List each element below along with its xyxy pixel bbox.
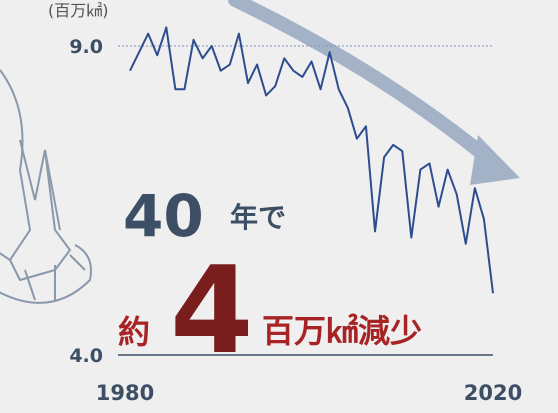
trend-arrow xyxy=(228,0,497,167)
iceberg xyxy=(0,69,92,304)
y-tick-label: 4.0 xyxy=(69,345,103,367)
trend-arrowhead xyxy=(470,135,520,185)
headline-suffix: 百万㎢減少 xyxy=(262,312,422,350)
x-tick-label: 2020 xyxy=(464,381,522,405)
headline-amount: 4 xyxy=(170,242,254,381)
headline-years-suffix: 年で xyxy=(230,201,286,234)
y-tick-label: 9.0 xyxy=(69,36,103,58)
headline-years: 40 xyxy=(123,182,204,250)
line-series xyxy=(129,26,494,294)
unit-label: (百万㎢) xyxy=(48,1,109,20)
x-tick-label: 1980 xyxy=(96,381,154,405)
headline-prefix: 約 xyxy=(118,313,150,351)
